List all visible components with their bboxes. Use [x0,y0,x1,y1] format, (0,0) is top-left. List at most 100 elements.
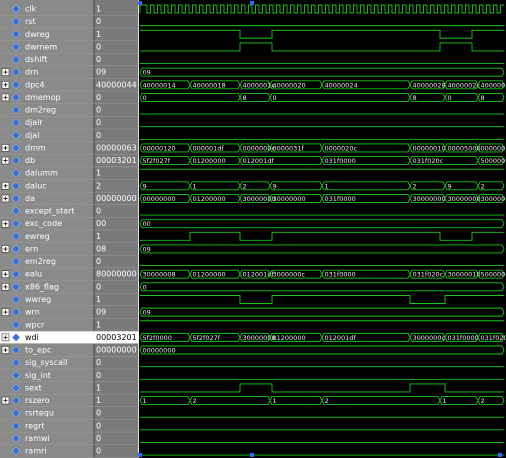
bus-label: 40000024 [325,81,358,89]
signal-value: 1 [96,396,101,405]
bus-segment [139,244,505,254]
bus-label: 01200000 [193,195,226,203]
expand-plus [3,95,8,100]
signal-icon [11,295,21,304]
bit-wave [140,42,504,52]
signal-name[interactable]: em2reg [25,257,56,266]
cursor-marker[interactable] [138,453,142,457]
bus-label: 30000010 [448,271,481,279]
signal-value: 08 [96,244,106,253]
signal-name[interactable]: ealu [25,270,42,279]
bus-label: 40000028 [413,81,446,89]
bus-label: 000001df [193,144,225,152]
signal-name[interactable]: x86_flag [25,282,59,291]
bus-label: 0 [143,94,147,102]
bus-segment [477,396,505,405]
signal-icon [11,333,21,342]
bit-wave [140,29,504,39]
cursor-marker[interactable] [498,453,502,457]
signal-value: 1 [96,295,101,304]
signal-name[interactable]: djal [25,131,39,140]
signal-value: 0 [96,93,101,102]
signal-icon [11,55,21,64]
expand-plus [3,310,8,315]
signal-name[interactable]: dwmem [25,42,57,51]
signal-icon [11,105,21,115]
bus-label: 2 [193,397,197,405]
signal-name[interactable]: ern [25,244,38,253]
signal-value: 00003201 [96,333,137,342]
expand-plus [3,284,8,289]
cursor-marker[interactable] [138,1,142,5]
signal-value: 0 [96,42,101,51]
signal-name[interactable]: da [25,194,35,203]
signal-name[interactable]: clk [25,5,37,14]
signal-icon [11,421,21,431]
signal-icon [11,93,21,102]
signal-icon [11,307,21,317]
signal-name[interactable]: dpc4 [25,80,45,89]
bus-segment [139,345,505,355]
signal-name[interactable]: rszero [25,396,50,405]
signal-name[interactable]: dmemop [25,93,61,102]
bus-label: 30000008 [143,271,176,279]
signal-name[interactable]: exc_code [25,219,62,228]
signal-name[interactable]: djalr [25,118,43,127]
clock-wave [139,4,504,14]
signal-icon [11,232,21,241]
signal-name[interactable]: wpcr [25,320,45,329]
signal-name[interactable]: regrt [25,421,45,430]
signal-name[interactable]: wdi [25,333,39,342]
signal-icon [11,370,21,380]
signal-name[interactable]: wwreg [25,295,51,304]
signal-name[interactable]: daluc [25,181,47,190]
signal-name[interactable]: rst [25,17,36,26]
bus-label: 4000002c [448,81,481,89]
bus-label: 09 [143,309,151,317]
signal-name[interactable]: dalumm [25,169,58,178]
signal-name[interactable]: dwreg [25,30,50,39]
signal-value: 1 [96,383,101,392]
signal-value: 40000044 [96,80,137,89]
signal-name[interactable]: drn [25,68,38,77]
signal-value: 1 [96,30,101,39]
bus-label: 5f2f027f [143,157,171,165]
bit-wave [140,295,504,304]
expand-plus [3,158,8,163]
signal-value: 00000000 [96,346,137,355]
signal-name[interactable]: sext [25,383,42,392]
bus-segment [139,307,505,317]
signal-name[interactable]: ewreg [25,232,50,241]
signal-name[interactable]: db [25,156,35,165]
signal-name[interactable]: to_epc [25,346,51,355]
signal-name[interactable]: sig_int [25,371,51,380]
cursor-marker[interactable] [250,453,254,457]
bus-label: 0000031f [273,144,305,152]
bus-label: 5f2f0000 [143,334,172,342]
signal-name[interactable]: dmm [25,143,46,152]
signal-name[interactable]: wrn [25,308,40,317]
cursor-marker[interactable] [250,1,254,5]
signal-name[interactable]: dshift [25,55,47,64]
signal-name[interactable]: ramri [25,447,47,456]
bus-label: 00 [143,220,151,228]
bus-label: 09 [143,69,151,77]
signal-icon [11,383,21,393]
signal-name[interactable]: dm2reg [25,106,56,115]
signal-name[interactable]: ramwi [25,434,50,443]
signal-value: 0 [96,118,101,127]
bus-label: 9 [273,182,277,190]
signal-icon [11,194,21,203]
bus-segment [139,219,505,229]
signal-name[interactable]: except_start [25,207,75,216]
signal-value: 80000000 [96,270,137,279]
signal-name[interactable]: sig_syscall [25,358,67,367]
expand-plus [3,398,8,403]
bus-segment [477,194,505,203]
bus-segment [477,156,505,166]
bus-segment [139,67,505,77]
signal-name[interactable]: rsrtequ [25,409,54,418]
bus-label: 30000008 [243,334,276,342]
expand-plus [3,70,8,75]
